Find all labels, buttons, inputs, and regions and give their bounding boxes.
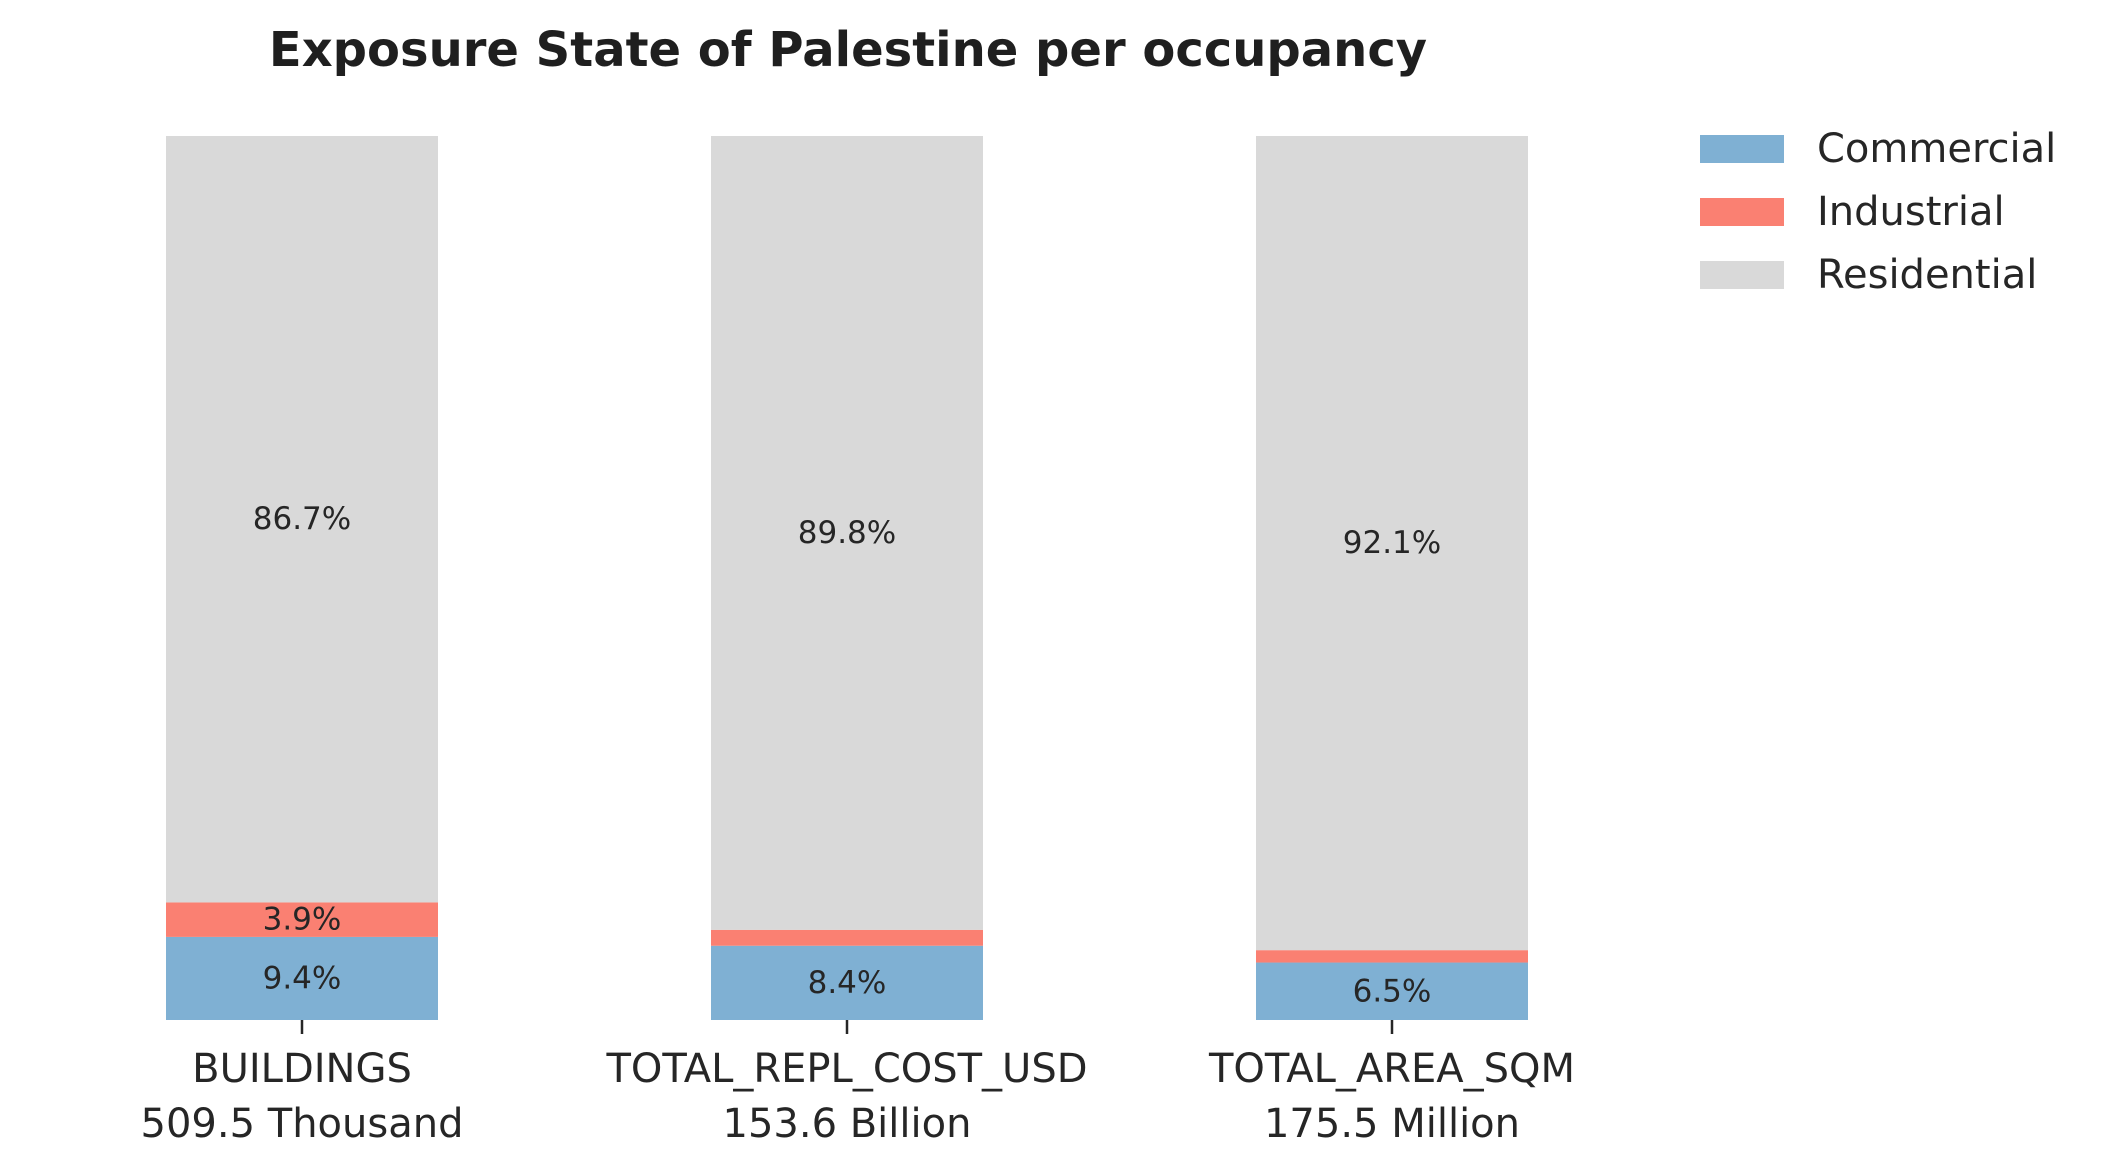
- bar-segment-residential-total-area-sqm: [1256, 136, 1528, 951]
- x-tick-label: BUILDINGS: [192, 1046, 412, 1092]
- data-label: 92.1%: [1343, 525, 1441, 561]
- legend-label-commercial: Commercial: [1817, 126, 2056, 172]
- legend-label-residential: Residential: [1817, 252, 2037, 298]
- bar-segment-commercial-total-repl-cost-usd: [711, 945, 983, 1020]
- legend-swatch-commercial: [1700, 135, 1784, 163]
- x-tick-label: TOTAL_AREA_SQM: [1208, 1046, 1575, 1092]
- bars-group: [166, 136, 1528, 1020]
- legend-swatch-residential: [1700, 261, 1784, 289]
- bar-segment-residential-buildings: [166, 136, 438, 903]
- data-label: 9.4%: [263, 960, 342, 996]
- legend: Commercial Industrial Residential: [1700, 126, 2056, 298]
- bar-segment-industrial-buildings: [166, 902, 438, 937]
- bar-segment-commercial-buildings: [166, 936, 438, 1020]
- x-tick-label: TOTAL_REPL_COST_USD: [605, 1046, 1087, 1092]
- bar-segment-industrial-total-area-sqm: [1256, 950, 1528, 963]
- x-tick-total: 175.5 Million: [1264, 1101, 1520, 1147]
- legend-label-industrial: Industrial: [1817, 189, 2005, 235]
- legend-swatch-industrial: [1700, 198, 1784, 226]
- bar-segment-commercial-total-area-sqm: [1256, 962, 1528, 1020]
- data-label: 89.8%: [798, 515, 896, 551]
- data-label: 6.5%: [1353, 973, 1432, 1009]
- x-tick-total: 153.6 Billion: [723, 1101, 972, 1147]
- data-label: 86.7%: [253, 501, 351, 537]
- bar-segment-industrial-total-repl-cost-usd: [711, 929, 983, 946]
- data-label: 8.4%: [808, 965, 887, 1001]
- bar-segment-residential-total-repl-cost-usd: [711, 136, 983, 930]
- x-tick-total: 509.5 Thousand: [141, 1101, 464, 1147]
- segment-labels-group: 9.4% 3.9% 86.7% 8.4% 89.8% 6.5% 92.1%: [253, 501, 1441, 1009]
- data-label: 3.9%: [263, 902, 342, 938]
- x-axis: BUILDINGS 509.5 Thousand TOTAL_REPL_COST_U…: [141, 1020, 1575, 1147]
- chart-title: Exposure State of Palestine per occupanc…: [269, 22, 1427, 78]
